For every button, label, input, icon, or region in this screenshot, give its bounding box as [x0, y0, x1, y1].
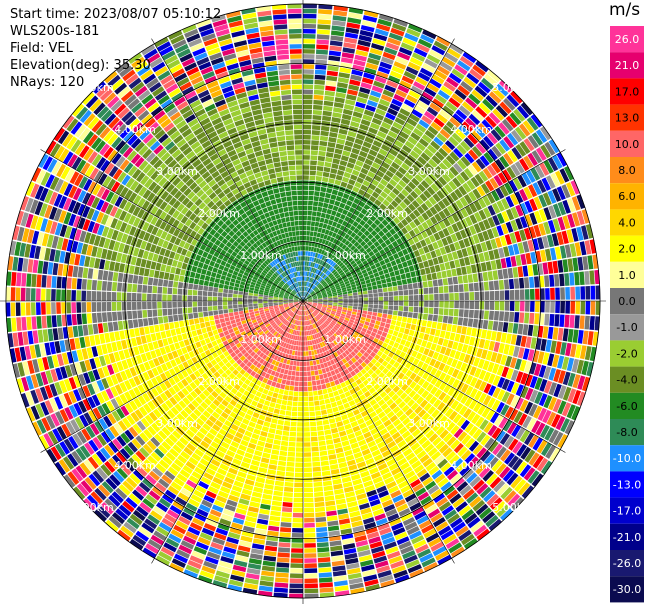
colorbar-tick-label: -6.0	[616, 400, 637, 413]
range-label: 2.00km	[198, 207, 240, 220]
range-label: 3.00km	[156, 417, 198, 430]
colorbar-tick-label: 13.0	[615, 112, 640, 125]
colorbar-tick-label: 2.0	[618, 243, 636, 256]
start-time-label: Start time: 2023/08/07 05:10:12	[10, 6, 221, 23]
colorbar-tick-label: -13.0	[613, 478, 641, 491]
colorbar-tick-label: 6.0	[618, 190, 636, 203]
range-label: 5.00km	[492, 501, 534, 514]
colorbar-tick-label: 8.0	[618, 164, 636, 177]
range-label: 4.00km	[114, 123, 156, 136]
colorbar: 26.0 21.0 17.0 13.0 10.0 8.0 6.0 4.0 2.0 1.0 0.0 -1…	[610, 26, 644, 602]
range-label: 3.00km	[156, 165, 198, 178]
range-label: 4.00km	[450, 459, 492, 472]
colorbar-unit: m/s	[609, 0, 640, 20]
range-label: 1.00km	[324, 333, 366, 346]
range-label: 5.00km	[492, 81, 534, 94]
colorbar-tick-label: 26.0	[615, 33, 640, 46]
colorbar-tick-label: -8.0	[616, 426, 637, 439]
range-label: 2.00km	[366, 207, 408, 220]
colorbar-tick-label: 10.0	[615, 138, 640, 151]
colorbar-tick-label: 21.0	[615, 59, 640, 72]
instrument-label: WLS200s-181	[10, 23, 221, 40]
colorbar-tick-label: -10.0	[613, 452, 641, 465]
colorbar-tick-label: -21.0	[613, 531, 641, 544]
elevation-label: Elevation(deg): 35.30	[10, 57, 221, 74]
colorbar-tick-label: 4.0	[618, 216, 636, 229]
range-label: 2.00km	[366, 375, 408, 388]
range-label: 4.00km	[450, 123, 492, 136]
range-label: 4.00km	[114, 459, 156, 472]
colorbar-tick-label: -4.0	[616, 374, 637, 387]
range-label: 1.00km	[324, 249, 366, 262]
range-label: 1.00km	[240, 333, 282, 346]
nrays-label: NRays: 120	[10, 74, 221, 91]
range-label: 2.00km	[198, 375, 240, 388]
range-label: 5.00km	[72, 501, 114, 514]
colorbar-tick-label: -26.0	[613, 557, 641, 570]
colorbar-tick-label: -17.0	[613, 505, 641, 518]
colorbar-tick-label: 1.0	[618, 269, 636, 282]
colorbar-tick-label: 17.0	[615, 85, 640, 98]
header-info: Start time: 2023/08/07 05:10:12 WLS200s-…	[10, 6, 221, 91]
colorbar-tick-label: -30.0	[613, 583, 641, 596]
field-label: Field: VEL	[10, 40, 221, 57]
colorbar-tick-label: -2.0	[616, 347, 637, 360]
range-label: 1.00km	[240, 249, 282, 262]
range-label: 3.00km	[408, 417, 450, 430]
colorbar-tick-label: 0.0	[618, 295, 636, 308]
colorbar-tick-label: -1.0	[616, 321, 637, 334]
range-label: 3.00km	[408, 165, 450, 178]
